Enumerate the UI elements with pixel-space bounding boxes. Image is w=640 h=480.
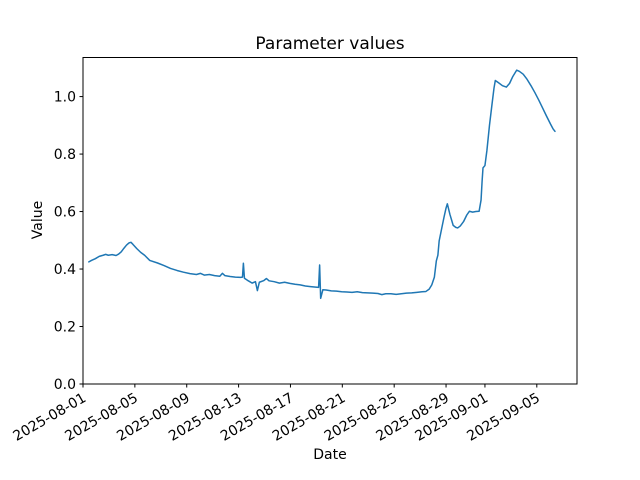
y-axis-tick-label: 0.6 — [54, 205, 76, 221]
y-axis-tick-label: 0.0 — [54, 377, 76, 393]
x-axis-label: Date — [313, 447, 347, 463]
y-axis-tick-label: 0.8 — [54, 147, 76, 163]
data-line — [88, 69, 556, 300]
y-axis-label: Value — [30, 200, 46, 240]
y-axis-tick-label: 1.0 — [54, 90, 76, 106]
plot-border — [82, 57, 578, 385]
y-axis-tick-label: 0.4 — [54, 262, 76, 278]
y-axis-tick-label: 0.2 — [54, 320, 76, 336]
chart-title: Parameter values — [255, 34, 405, 54]
